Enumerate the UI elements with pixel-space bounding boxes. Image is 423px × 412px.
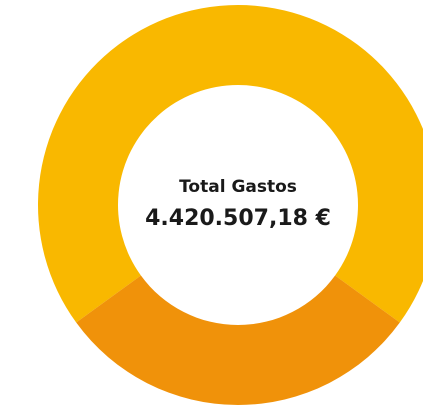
donut xyxy=(38,5,423,405)
donut-slice xyxy=(38,5,423,323)
center-title: Total Gastos xyxy=(179,177,297,197)
donut-slice xyxy=(76,275,400,405)
center-value: 4.420.507,18 € xyxy=(145,206,331,231)
